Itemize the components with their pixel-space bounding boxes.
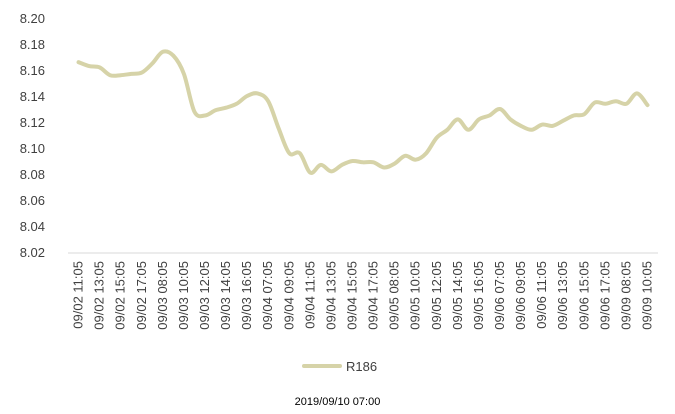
x-tick-label: 09/02 17:05 — [134, 261, 149, 330]
x-tick-label: 09/09 10:05 — [639, 261, 654, 330]
y-tick-label: 8.16 — [20, 63, 45, 78]
x-tick-label: 09/05 14:05 — [450, 261, 465, 330]
y-tick-label: 8.02 — [20, 245, 45, 260]
x-tick-label: 09/06 11:05 — [534, 261, 549, 329]
x-tick-label: 09/05 10:05 — [408, 261, 423, 330]
x-tick-label: 09/03 08:05 — [155, 261, 170, 330]
x-tick-label: 09/03 16:05 — [239, 261, 254, 330]
x-tick-label: 09/04 11:05 — [302, 261, 317, 329]
x-tick-label: 09/02 11:05 — [71, 261, 86, 329]
x-tick-label: 09/02 13:05 — [92, 261, 107, 330]
x-tick-label: 09/05 12:05 — [429, 261, 444, 330]
legend-label-r186: R186 — [346, 359, 377, 374]
x-tick-label: 09/05 08:05 — [387, 261, 402, 330]
y-axis-tick-labels: 8.02 8.04 8.06 8.08 8.10 8.12 8.14 8.16 8.18 8.20 — [20, 11, 45, 260]
x-tick-label: 09/06 15:05 — [576, 261, 591, 330]
y-tick-label: 8.04 — [20, 219, 45, 234]
x-tick-label: 09/04 09:05 — [281, 261, 296, 330]
y-tick-label: 8.10 — [20, 141, 45, 156]
legend: R186 — [302, 359, 377, 374]
x-tick-label: 09/02 15:05 — [113, 261, 128, 330]
x-tick-label: 09/06 17:05 — [597, 261, 612, 330]
x-tick-label: 09/03 10:05 — [176, 261, 191, 330]
x-tick-label: 09/06 13:05 — [555, 261, 570, 330]
x-tick-label: 09/05 16:05 — [471, 261, 486, 330]
x-tick-label: 09/04 15:05 — [344, 261, 359, 330]
y-tick-label: 8.20 — [20, 11, 45, 26]
y-tick-label: 8.12 — [20, 115, 45, 130]
x-tick-label: 09/09 08:05 — [618, 261, 633, 330]
y-tick-label: 8.14 — [20, 89, 45, 104]
x-tick-label: 09/06 07:05 — [492, 261, 507, 330]
x-tick-label: 09/04 17:05 — [366, 261, 381, 330]
series-line-r186 — [76, 49, 650, 175]
y-tick-label: 8.18 — [20, 37, 45, 52]
x-axis-tick-labels: 09/02 11:05 09/02 13:05 09/02 15:05 09/02 1… — [71, 261, 655, 330]
x-tick-label: 09/03 12:05 — [197, 261, 212, 330]
x-tick-label: 09/04 13:05 — [323, 261, 338, 330]
footer-timestamp: 2019/09/10 07:00 — [294, 396, 381, 408]
x-tick-label: 09/03 14:05 — [218, 261, 233, 330]
y-tick-label: 8.06 — [20, 193, 45, 208]
y-tick-label: 8.08 — [20, 167, 45, 182]
x-tick-label: 09/04 07:05 — [260, 261, 275, 330]
x-tick-label: 09/06 09:05 — [513, 261, 528, 330]
